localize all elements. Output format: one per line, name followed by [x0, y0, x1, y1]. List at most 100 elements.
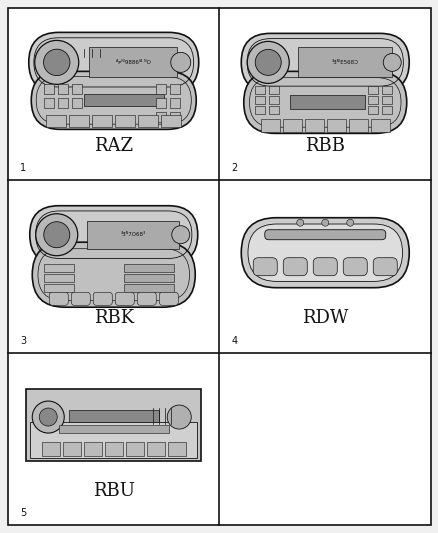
FancyBboxPatch shape [28, 33, 198, 92]
Circle shape [254, 50, 281, 75]
Bar [167, 442, 185, 456]
Bar [44, 264, 74, 272]
Bar [156, 84, 166, 94]
Bar [268, 86, 278, 94]
Text: RBB: RBB [304, 137, 344, 155]
Bar [367, 96, 377, 104]
Bar [84, 442, 102, 456]
Bar [268, 107, 278, 115]
Bar [63, 442, 81, 456]
Bar [59, 425, 168, 433]
Bar [88, 47, 177, 77]
Bar [44, 284, 74, 292]
Bar [92, 115, 112, 127]
Bar [367, 107, 377, 115]
Circle shape [296, 219, 303, 226]
Bar [254, 96, 264, 104]
Bar [105, 442, 123, 456]
FancyBboxPatch shape [31, 71, 196, 130]
Circle shape [43, 49, 70, 76]
Bar [326, 118, 345, 132]
Bar [254, 107, 264, 115]
FancyBboxPatch shape [243, 71, 406, 133]
Text: 5: 5 [20, 508, 26, 518]
FancyBboxPatch shape [283, 258, 307, 276]
Text: 2: 2 [231, 163, 237, 173]
FancyBboxPatch shape [159, 292, 178, 305]
Bar [84, 94, 163, 107]
FancyBboxPatch shape [32, 242, 195, 307]
Bar [254, 86, 264, 94]
Circle shape [170, 52, 191, 72]
Bar [72, 84, 82, 94]
Bar [161, 115, 181, 127]
Bar [156, 112, 166, 122]
Bar [26, 389, 201, 461]
Circle shape [247, 42, 289, 83]
Bar [367, 86, 377, 94]
Bar [124, 274, 173, 282]
FancyBboxPatch shape [115, 292, 134, 305]
FancyBboxPatch shape [247, 224, 402, 281]
Text: ᴲƎᴺ7O68ᴲ: ᴲƎᴺ7O68ᴲ [120, 232, 145, 237]
FancyBboxPatch shape [241, 217, 408, 288]
Circle shape [167, 405, 191, 429]
Bar [170, 84, 180, 94]
Text: RAZ: RAZ [94, 137, 133, 155]
Text: ᴲƎᴺᴵE568Ↄ: ᴲƎᴺᴵE568Ↄ [331, 60, 358, 65]
Bar [124, 264, 173, 272]
Bar [69, 115, 89, 127]
Text: RBU: RBU [92, 481, 134, 499]
Bar [44, 84, 54, 94]
Bar [46, 115, 66, 127]
Bar [290, 95, 364, 109]
Text: 4: 4 [231, 336, 237, 346]
FancyBboxPatch shape [241, 34, 408, 91]
Bar [42, 442, 60, 456]
Bar [260, 118, 279, 132]
Circle shape [35, 41, 78, 84]
Text: RBK: RBK [93, 309, 134, 327]
Bar [58, 98, 68, 108]
Bar [30, 422, 197, 458]
Circle shape [39, 408, 57, 426]
FancyBboxPatch shape [93, 292, 112, 305]
Text: 1: 1 [20, 163, 26, 173]
FancyBboxPatch shape [264, 230, 385, 240]
Circle shape [32, 401, 64, 433]
Bar [87, 221, 179, 248]
Bar [72, 98, 82, 108]
Bar [170, 112, 180, 122]
Bar [268, 96, 278, 104]
Text: 3: 3 [20, 336, 26, 346]
Bar [156, 98, 166, 108]
Circle shape [44, 222, 70, 248]
Bar [282, 118, 301, 132]
FancyBboxPatch shape [49, 292, 68, 305]
FancyBboxPatch shape [313, 258, 336, 276]
Circle shape [35, 214, 78, 256]
Bar [124, 284, 173, 292]
Bar [44, 98, 54, 108]
Circle shape [321, 219, 328, 226]
Bar [381, 86, 391, 94]
Text: RDW: RDW [301, 309, 348, 327]
Bar [170, 98, 180, 108]
Text: ᴬᴩᴺᴵ9886ᴵᴬ ᴺO: ᴬᴩᴺᴵ9886ᴵᴬ ᴺO [115, 60, 150, 65]
FancyBboxPatch shape [372, 258, 396, 276]
Bar [304, 118, 323, 132]
Circle shape [171, 225, 189, 244]
FancyBboxPatch shape [137, 292, 156, 305]
Bar [297, 47, 392, 77]
Bar [125, 442, 143, 456]
Circle shape [382, 53, 400, 71]
FancyBboxPatch shape [343, 258, 367, 276]
FancyBboxPatch shape [71, 292, 90, 305]
Bar [138, 115, 158, 127]
FancyBboxPatch shape [30, 206, 197, 264]
FancyBboxPatch shape [253, 258, 277, 276]
Bar [69, 410, 159, 422]
Bar [44, 274, 74, 282]
Bar [115, 115, 135, 127]
Bar [348, 118, 367, 132]
